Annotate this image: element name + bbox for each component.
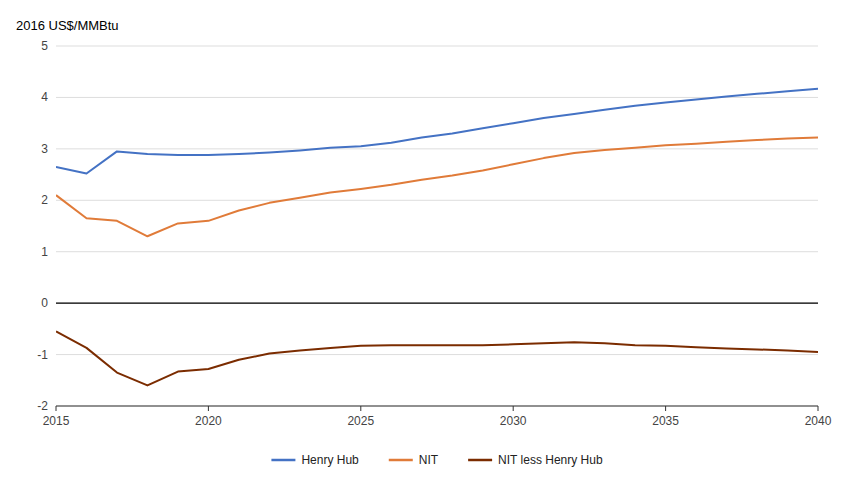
x-tick-label: 2040 (805, 414, 832, 428)
legend-swatch (468, 459, 492, 462)
series-line (56, 138, 818, 237)
x-tick (665, 406, 666, 411)
y-tick-label: 4 (41, 90, 48, 104)
x-axis: 2015 2020 2025 2030 2035 2040 (43, 406, 832, 428)
x-tick-label: 2020 (195, 414, 222, 428)
legend-item: Henry Hub (271, 453, 359, 467)
y-tick-label: 5 (41, 39, 48, 53)
y-tick-label: -2 (37, 399, 48, 413)
y-tick-label: -1 (37, 348, 48, 362)
legend-item: NIT less Henry Hub (468, 453, 603, 467)
x-tick (818, 406, 819, 411)
x-tick-label: 2025 (347, 414, 374, 428)
x-axis-line (56, 406, 818, 407)
legend-swatch (271, 459, 295, 462)
grid-line (56, 46, 818, 47)
lines (56, 89, 818, 386)
y-tick-label: 3 (41, 142, 48, 156)
legend-label: NIT (419, 453, 439, 467)
y-axis: -2 -1 0 1 2 3 4 5 (37, 39, 818, 413)
series-line (56, 331, 818, 385)
x-tick (56, 406, 57, 411)
legend-item: NIT (389, 453, 439, 467)
y-tick-label: 0 (41, 296, 48, 310)
grid-line (56, 148, 818, 149)
series-line (56, 89, 818, 174)
grid-line (56, 406, 818, 407)
legend-swatch (389, 459, 413, 462)
legend-label: NIT less Henry Hub (498, 453, 603, 467)
legend: Henry Hub NIT NIT less Henry Hub (271, 453, 603, 467)
legend-label: Henry Hub (301, 453, 359, 467)
grid-line (56, 354, 818, 355)
grid-line (56, 251, 818, 252)
x-tick (208, 406, 209, 411)
chart: -2 -1 0 1 2 3 4 5 2015 2020 2025 2030 2035 2040 2016 U… (0, 0, 846, 484)
x-tick (513, 406, 514, 411)
grid-line (56, 303, 818, 304)
y-tick-label: 1 (41, 245, 48, 259)
x-tick-label: 2035 (652, 414, 679, 428)
x-tick-label: 2030 (500, 414, 527, 428)
y-axis-label: 2016 US$/MMBtu (16, 18, 119, 33)
x-tick-label: 2015 (43, 414, 70, 428)
y-tick-label: 2 (41, 193, 48, 207)
zero-line (56, 303, 818, 304)
x-tick (360, 406, 361, 411)
grid-line (56, 200, 818, 201)
